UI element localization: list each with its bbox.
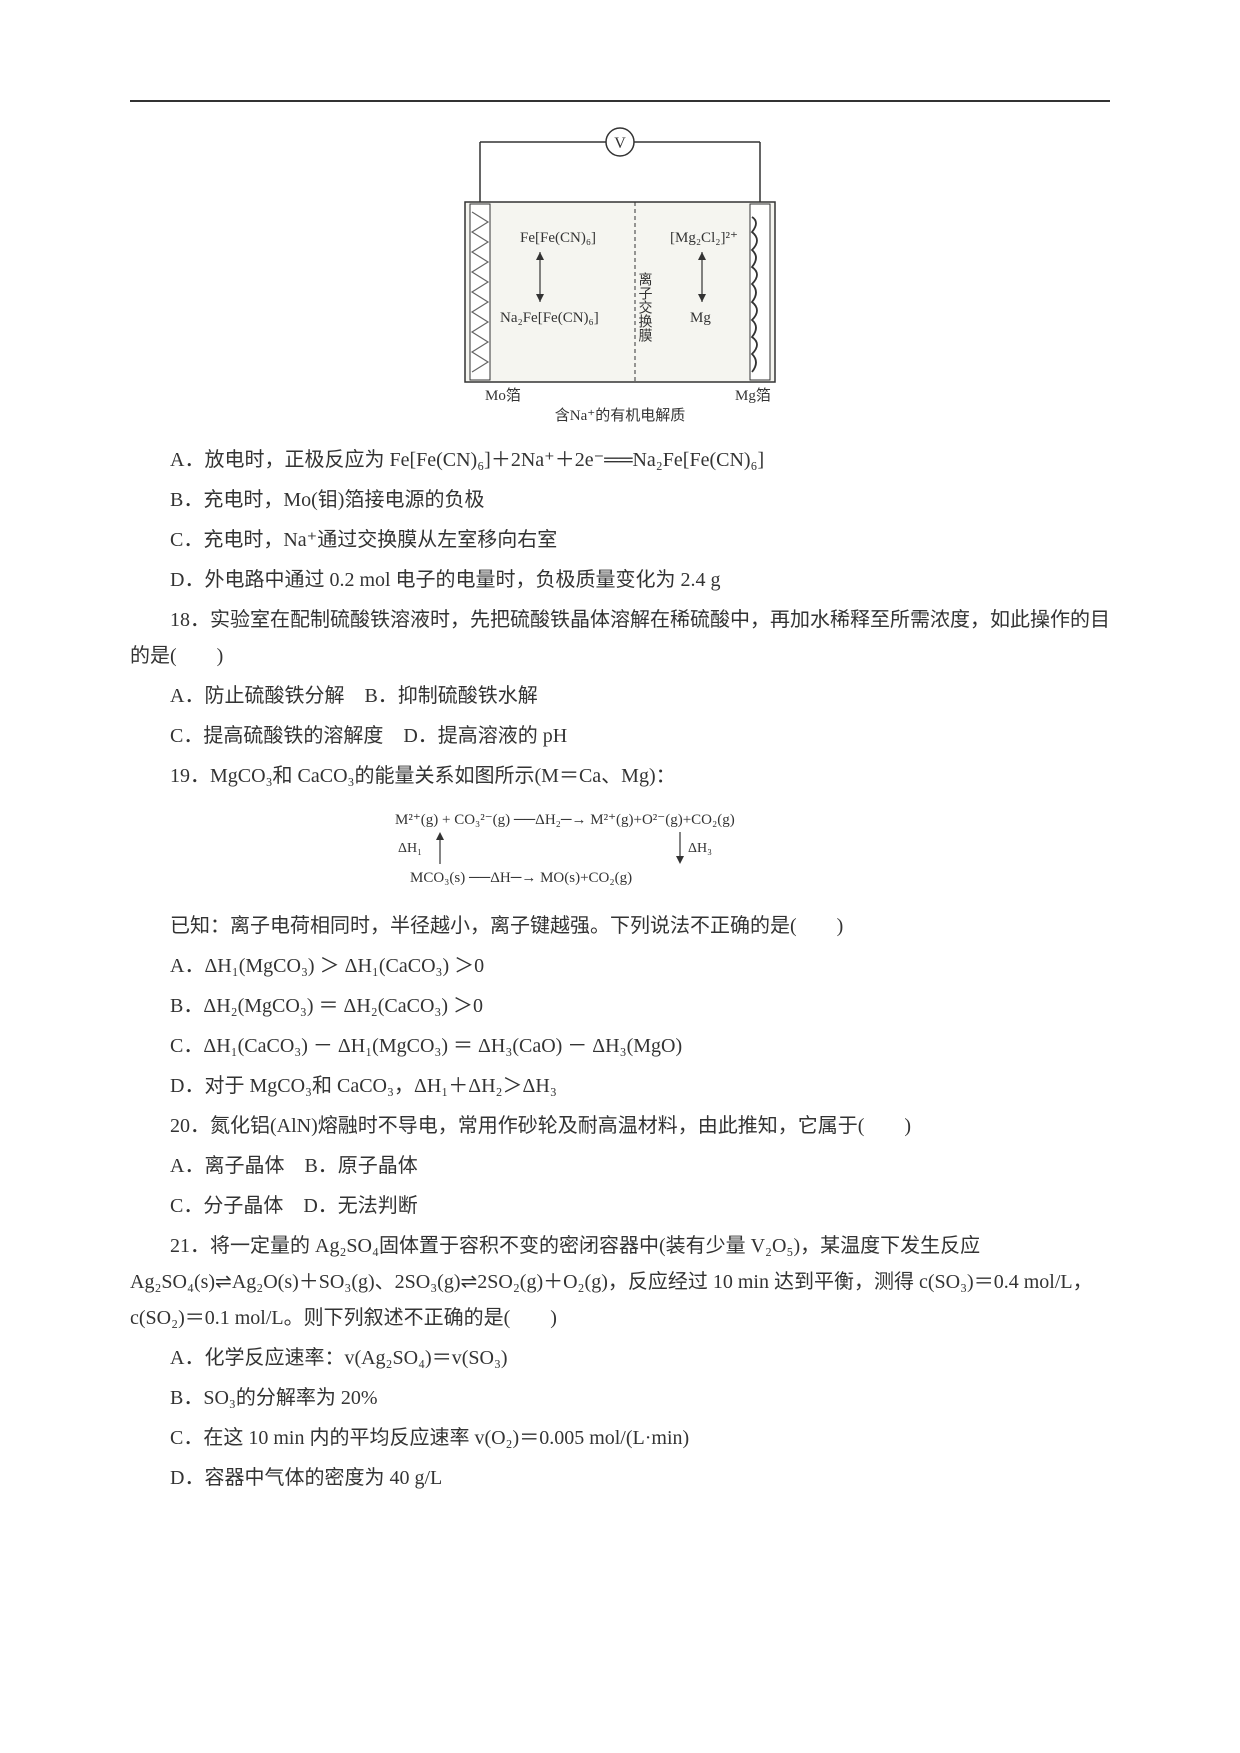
right-bottom-species: Mg (690, 310, 711, 326)
left-top-species: Fe[Fe(CN)₆] (520, 230, 596, 246)
q21-stem: 21．将一定量的 Ag₂SO₄固体置于容积不变的密闭容器中(装有少量 V₂O₅)… (130, 1228, 1110, 1336)
q18-cd: C．提高硫酸铁的溶解度 D．提高溶液的 pH (130, 718, 1110, 754)
q18-ab: A．防止硫酸铁分解 B．抑制硫酸铁水解 (130, 678, 1110, 714)
q21-d: D．容器中气体的密度为 40 g/L (130, 1460, 1110, 1496)
svg-text:MCO₃(s) ──ΔH─→ MO(s)+CO₂(g): MCO₃(s) ──ΔH─→ MO(s)+CO₂(g) (410, 870, 632, 886)
q20-cd: C．分子晶体 D．无法判断 (130, 1188, 1110, 1224)
q18-stem: 18．实验室在配制硫酸铁溶液时，先把硫酸铁晶体溶解在稀硫酸中，再加水稀释至所需浓… (130, 602, 1110, 674)
q17-opt-c: C．充电时，Na⁺通过交换膜从左室移向右室 (130, 522, 1110, 558)
battery-diagram: V Fe[Fe(CN)₆] Na₂Fe[Fe(CN)₆] [Mg₂Cl₂]²⁺ … (130, 122, 1110, 422)
q17-opt-d: D．外电路中通过 0.2 mol 电子的电量时，负极质量变化为 2.4 g (130, 562, 1110, 598)
svg-text:ΔH₃: ΔH₃ (688, 841, 712, 856)
q19-d: D．对于 MgCO₃和 CaCO₃，ΔH₁＋ΔH₂＞ΔH₃ (130, 1068, 1110, 1104)
battery-svg: V Fe[Fe(CN)₆] Na₂Fe[Fe(CN)₆] [Mg₂Cl₂]²⁺ … (440, 122, 800, 422)
q21-a: A．化学反应速率：v(Ag₂SO₄)＝v(SO₃) (130, 1340, 1110, 1376)
voltmeter-label: V (614, 135, 626, 152)
svg-text:M²⁺(g) + CO₃²⁻(g) ──ΔH₂─→ M²⁺(: M²⁺(g) + CO₃²⁻(g) ──ΔH₂─→ M²⁺(g)+O²⁻(g)+… (395, 812, 735, 828)
q17-opt-a: A．放电时，正极反应为 Fe[Fe(CN)₆]＋2Na⁺＋2e⁻══Na₂Fe[… (130, 442, 1110, 478)
right-top-species: [Mg₂Cl₂]²⁺ (670, 230, 738, 246)
q20-stem: 20．氮化铝(AlN)熔融时不导电，常用作砂轮及耐高温材料，由此推知，它属于( … (130, 1108, 1110, 1144)
q20-ab: A．离子晶体 B．原子晶体 (130, 1148, 1110, 1184)
membrane-label: 离子交换膜 (637, 271, 653, 342)
q19-stem: 19．MgCO₃和 CaCO₃的能量关系如图所示(M＝Ca、Mg)： (130, 758, 1110, 794)
energy-diagram: M²⁺(g) + CO₃²⁻(g) ──ΔH₂─→ M²⁺(g)+O²⁻(g)+… (130, 804, 1110, 894)
left-electrode-label: Mo箔 (485, 387, 521, 404)
svg-text:ΔH₁: ΔH₁ (398, 841, 422, 856)
top-rule (130, 100, 1110, 102)
q19-known: 已知：离子电荷相同时，半径越小，离子键越强。下列说法不正确的是( ) (130, 908, 1110, 944)
left-bottom-species: Na₂Fe[Fe(CN)₆] (500, 310, 599, 326)
q19-b: B．ΔH₂(MgCO₃) ＝ ΔH₂(CaCO₃) ＞0 (130, 988, 1110, 1024)
right-electrode-label: Mg箔 (735, 387, 771, 404)
electrolyte-label: 含Na⁺的有机电解质 (555, 407, 685, 422)
q19-c: C．ΔH₁(CaCO₃) － ΔH₁(MgCO₃) ＝ ΔH₃(CaO) － Δ… (130, 1028, 1110, 1064)
q21-c: C．在这 10 min 内的平均反应速率 v(O₂)＝0.005 mol/(L·… (130, 1420, 1110, 1456)
q21-b: B．SO₃的分解率为 20% (130, 1380, 1110, 1416)
q19-a: A．ΔH₁(MgCO₃) ＞ ΔH₁(CaCO₃) ＞0 (130, 948, 1110, 984)
q17-opt-b: B．充电时，Mo(钼)箔接电源的负极 (130, 482, 1110, 518)
